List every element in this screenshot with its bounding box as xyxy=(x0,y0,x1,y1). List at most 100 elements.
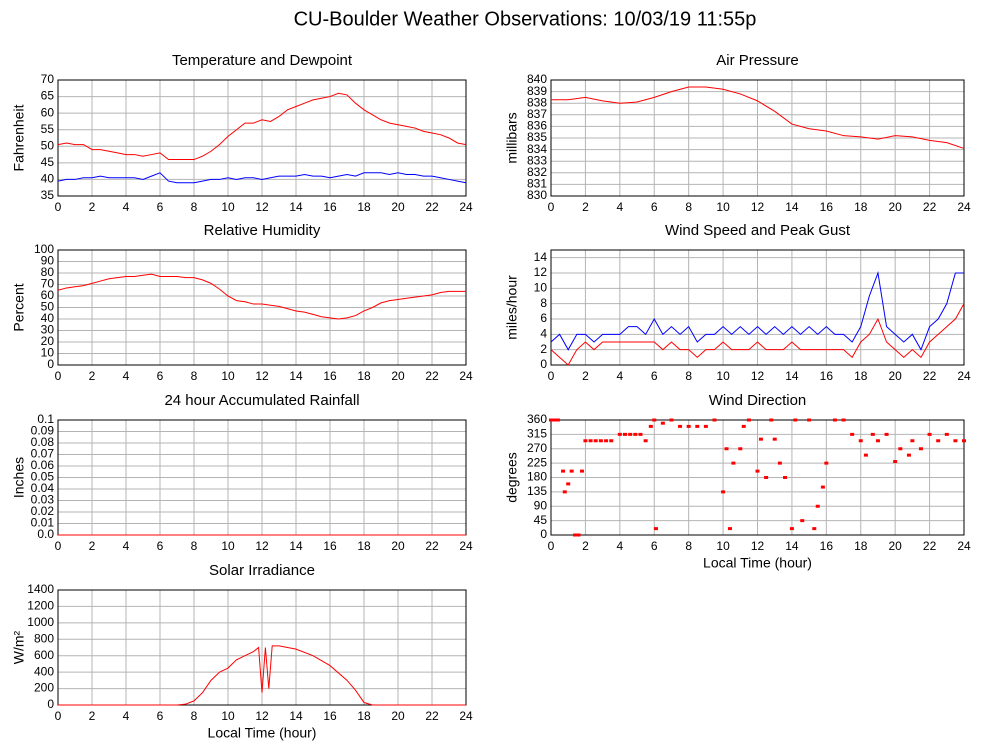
data-point xyxy=(800,519,805,523)
x-tick-label: 4 xyxy=(123,369,130,383)
x-tick-label: 16 xyxy=(820,200,834,214)
y-tick-label: 70 xyxy=(41,277,55,291)
x-tick-label: 14 xyxy=(785,369,799,383)
data-point xyxy=(772,437,777,441)
y-tick-label: 0.03 xyxy=(31,493,55,507)
x-tick-label: 0 xyxy=(55,200,62,214)
data-point xyxy=(724,447,729,451)
y-tick-label: 1000 xyxy=(27,615,54,629)
x-tick-label: 20 xyxy=(391,709,405,723)
data-point xyxy=(731,461,736,465)
x-tick-label: 22 xyxy=(425,709,439,723)
data-point xyxy=(583,439,588,443)
y-tick-label: 90 xyxy=(534,498,548,512)
x-tick-label: 4 xyxy=(123,539,130,553)
x-tick-label: 10 xyxy=(221,200,235,214)
data-point xyxy=(598,439,603,443)
data-point xyxy=(653,527,658,531)
y-tick-label: 40 xyxy=(41,172,55,186)
y-tick-label: 12 xyxy=(534,265,548,279)
x-tick-label: 8 xyxy=(191,200,198,214)
y-tick-label: 200 xyxy=(34,681,54,695)
x-tick-label: 8 xyxy=(191,539,198,553)
x-tick-label: 16 xyxy=(820,369,834,383)
y-tick-label: 65 xyxy=(41,89,55,103)
x-tick-label: 8 xyxy=(191,709,198,723)
data-point xyxy=(884,432,889,436)
x-tick-label: 0 xyxy=(548,369,555,383)
x-tick-label: 0 xyxy=(55,369,62,383)
data-point xyxy=(812,527,817,531)
x-tick-label: 2 xyxy=(89,200,96,214)
data-line xyxy=(551,86,965,149)
data-point xyxy=(824,461,829,465)
data-line xyxy=(550,303,965,366)
y-tick-label: 225 xyxy=(527,455,547,469)
y-tick-label: 315 xyxy=(527,427,547,441)
data-point xyxy=(746,418,751,422)
x-tick-label: 20 xyxy=(888,369,902,383)
x-tick-label: 10 xyxy=(716,539,730,553)
x-tick-label: 6 xyxy=(651,369,658,383)
x-tick-label: 20 xyxy=(888,200,902,214)
x-tick-label: 20 xyxy=(888,539,902,553)
y-tick-label: 0.08 xyxy=(31,435,55,449)
y-tick-label: 838 xyxy=(527,95,547,109)
y-tick-label: 833 xyxy=(527,153,547,167)
chart-title: Relative Humidity xyxy=(204,222,321,239)
y-tick-label: 35 xyxy=(41,188,55,202)
x-tick-label: 18 xyxy=(357,369,371,383)
data-point xyxy=(755,469,760,473)
y-tick-label: 50 xyxy=(41,300,55,314)
x-tick-label: 12 xyxy=(255,369,269,383)
y-axis-label: W/m² xyxy=(11,630,27,664)
y-tick-label: 834 xyxy=(527,142,547,156)
x-tick-label: 6 xyxy=(157,539,164,553)
x-tick-label: 22 xyxy=(923,369,937,383)
data-point xyxy=(870,432,875,436)
chart-title: Solar Irradiance xyxy=(209,562,315,579)
data-point xyxy=(841,418,846,422)
x-tick-label: 8 xyxy=(685,369,692,383)
y-tick-label: 0.02 xyxy=(31,504,55,518)
plot-frame xyxy=(57,79,467,197)
y-tick-label: 55 xyxy=(41,122,55,136)
data-point xyxy=(609,439,614,443)
x-tick-label: 8 xyxy=(685,200,692,214)
x-tick-label: 24 xyxy=(957,369,971,383)
plot-frame xyxy=(550,249,965,366)
x-tick-label: 14 xyxy=(785,539,799,553)
data-point xyxy=(562,490,567,494)
x-tick-label: 10 xyxy=(221,709,235,723)
data-point xyxy=(588,439,593,443)
y-tick-label: 360 xyxy=(527,412,547,426)
x-tick-label: 6 xyxy=(651,200,658,214)
y-tick-label: 60 xyxy=(41,105,55,119)
x-tick-label: 14 xyxy=(785,200,799,214)
x-tick-label: 4 xyxy=(123,709,130,723)
x-tick-label: 14 xyxy=(289,539,303,553)
y-tick-label: 45 xyxy=(41,155,55,169)
x-tick-label: 12 xyxy=(255,539,269,553)
data-point xyxy=(789,527,794,531)
data-point xyxy=(648,424,653,428)
data-point xyxy=(850,432,855,436)
chart-title: Air Pressure xyxy=(716,52,799,69)
data-point xyxy=(604,439,609,443)
x-tick-label: 24 xyxy=(459,709,473,723)
chart-title: 24 hour Accumulated Rainfall xyxy=(164,392,359,409)
y-tick-label: 0.07 xyxy=(31,447,55,461)
data-point xyxy=(552,418,557,422)
x-tick-label: 18 xyxy=(357,709,371,723)
data-point xyxy=(953,439,958,443)
x-tick-label: 10 xyxy=(221,539,235,553)
y-tick-label: 0.04 xyxy=(31,481,55,495)
y-axis-label: degrees xyxy=(504,452,520,503)
y-tick-label: 0 xyxy=(47,357,54,371)
x-tick-label: 18 xyxy=(854,369,868,383)
data-line xyxy=(57,172,467,184)
data-point xyxy=(777,461,782,465)
x-tick-label: 4 xyxy=(123,200,130,214)
data-point xyxy=(573,533,578,537)
